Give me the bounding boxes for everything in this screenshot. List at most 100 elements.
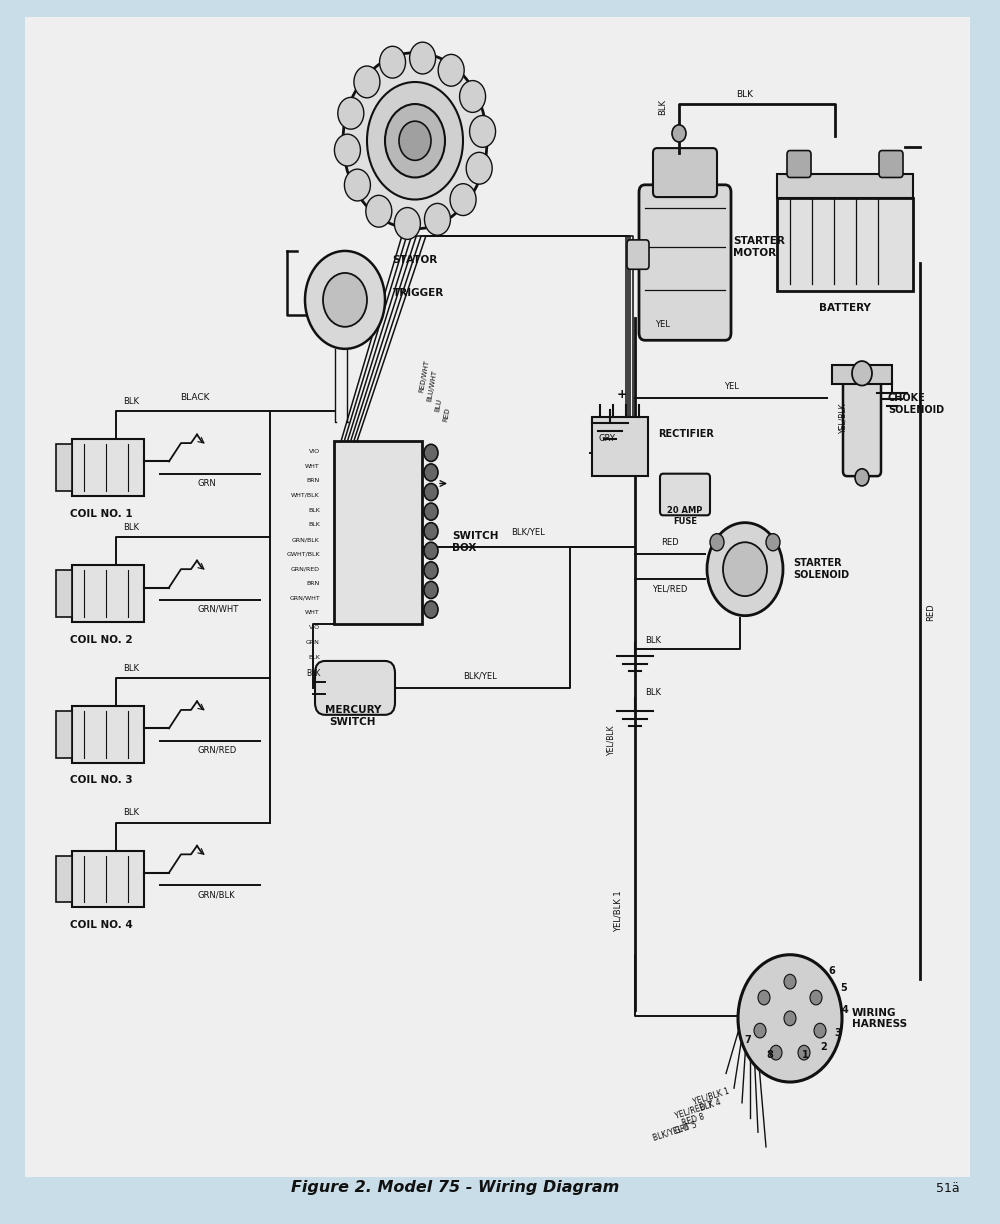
Text: GRN: GRN: [198, 479, 217, 488]
Text: VIO: VIO: [309, 625, 320, 630]
Text: COIL NO. 3: COIL NO. 3: [70, 775, 133, 786]
Circle shape: [758, 990, 770, 1005]
FancyBboxPatch shape: [777, 174, 913, 198]
Circle shape: [410, 42, 436, 73]
Circle shape: [770, 1045, 782, 1060]
Text: TRIGGER: TRIGGER: [393, 288, 444, 299]
FancyBboxPatch shape: [639, 185, 731, 340]
Text: GRN/WHT: GRN/WHT: [198, 605, 239, 614]
Circle shape: [672, 125, 686, 142]
FancyBboxPatch shape: [56, 856, 72, 902]
Circle shape: [424, 483, 438, 501]
Circle shape: [385, 104, 445, 177]
Circle shape: [766, 534, 780, 551]
Circle shape: [424, 503, 438, 520]
Text: BLK/YEL: BLK/YEL: [512, 528, 545, 537]
Circle shape: [366, 196, 392, 228]
Text: 1: 1: [802, 1049, 808, 1060]
Text: +: +: [617, 388, 627, 400]
Text: BLU/WHT: BLU/WHT: [426, 370, 437, 403]
Text: BLK: BLK: [658, 99, 667, 115]
Text: BLK: BLK: [308, 523, 320, 528]
Text: BLK: BLK: [306, 668, 320, 678]
Text: 3: 3: [835, 1027, 841, 1038]
Circle shape: [344, 169, 370, 201]
Circle shape: [450, 184, 476, 215]
Text: Figure 2. Model 75 - Wiring Diagram: Figure 2. Model 75 - Wiring Diagram: [291, 1180, 619, 1195]
Circle shape: [466, 152, 492, 184]
Text: BATTERY: BATTERY: [819, 302, 871, 313]
Circle shape: [424, 464, 438, 481]
Text: 2: 2: [821, 1042, 827, 1053]
Text: GRN/RED: GRN/RED: [198, 745, 237, 755]
FancyBboxPatch shape: [56, 711, 72, 758]
Text: WHT/BLK: WHT/BLK: [291, 493, 320, 498]
Text: YEL/BLK: YEL/BLK: [838, 403, 847, 433]
Circle shape: [810, 990, 822, 1005]
Circle shape: [855, 469, 869, 486]
Text: 8: 8: [767, 1049, 773, 1060]
Text: SWITCH
BOX: SWITCH BOX: [452, 531, 498, 553]
Circle shape: [399, 121, 431, 160]
Circle shape: [424, 444, 438, 461]
FancyBboxPatch shape: [660, 474, 710, 515]
FancyBboxPatch shape: [72, 706, 144, 763]
Circle shape: [424, 601, 438, 618]
Circle shape: [798, 1045, 810, 1060]
Circle shape: [470, 115, 496, 147]
Text: GWHT/BLK: GWHT/BLK: [286, 552, 320, 557]
Circle shape: [723, 542, 767, 596]
Text: BLK: BLK: [123, 663, 139, 673]
Circle shape: [367, 82, 463, 200]
Text: MERCURY
SWITCH: MERCURY SWITCH: [325, 705, 381, 727]
Text: BLK: BLK: [308, 508, 320, 513]
FancyBboxPatch shape: [72, 851, 144, 907]
FancyBboxPatch shape: [592, 417, 648, 476]
Text: YEL: YEL: [655, 319, 670, 329]
Text: BRN: BRN: [307, 581, 320, 586]
Circle shape: [424, 562, 438, 579]
Circle shape: [424, 523, 438, 540]
Text: BLK 4: BLK 4: [699, 1098, 722, 1114]
Text: WHT: WHT: [305, 464, 320, 469]
Text: GRN/BLK: GRN/BLK: [292, 537, 320, 542]
Circle shape: [394, 208, 420, 240]
Text: YEL: YEL: [724, 382, 738, 392]
Text: RED/WHT: RED/WHT: [418, 359, 430, 393]
Text: BLK/YEL: BLK/YEL: [463, 671, 497, 681]
Circle shape: [380, 47, 406, 78]
Text: BLK: BLK: [123, 523, 139, 532]
Text: WIRING
HARNESS: WIRING HARNESS: [852, 1007, 907, 1029]
Text: GRT 5: GRT 5: [674, 1120, 698, 1136]
Text: BLK: BLK: [736, 89, 754, 99]
FancyBboxPatch shape: [72, 439, 144, 496]
Text: YEL/BLK: YEL/BLK: [606, 725, 615, 755]
FancyBboxPatch shape: [843, 378, 881, 476]
Circle shape: [852, 361, 872, 386]
Text: 51ä: 51ä: [936, 1182, 960, 1195]
Circle shape: [424, 581, 438, 599]
Text: YEL/RED: YEL/RED: [652, 584, 688, 594]
Text: BLK: BLK: [123, 397, 139, 406]
Text: RED: RED: [661, 537, 679, 547]
Text: 6: 6: [829, 966, 835, 977]
Text: YEL/RED 7: YEL/RED 7: [674, 1100, 714, 1121]
Text: STARTER
SOLENOID: STARTER SOLENOID: [793, 558, 849, 580]
Text: STARTER
MOTOR: STARTER MOTOR: [733, 236, 785, 258]
FancyBboxPatch shape: [879, 151, 903, 177]
FancyBboxPatch shape: [56, 444, 72, 491]
Circle shape: [710, 534, 724, 551]
Text: RECTIFIER: RECTIFIER: [658, 428, 714, 439]
Text: BRN: BRN: [307, 479, 320, 483]
Text: BLU: BLU: [434, 398, 442, 412]
Circle shape: [334, 135, 360, 166]
Circle shape: [338, 98, 364, 130]
Circle shape: [305, 251, 385, 349]
Text: 4: 4: [842, 1005, 848, 1016]
Text: BLACK: BLACK: [180, 393, 210, 403]
Circle shape: [354, 66, 380, 98]
Text: GRN: GRN: [306, 640, 320, 645]
Text: COIL NO. 4: COIL NO. 4: [70, 919, 133, 930]
Circle shape: [738, 955, 842, 1082]
Circle shape: [784, 1011, 796, 1026]
